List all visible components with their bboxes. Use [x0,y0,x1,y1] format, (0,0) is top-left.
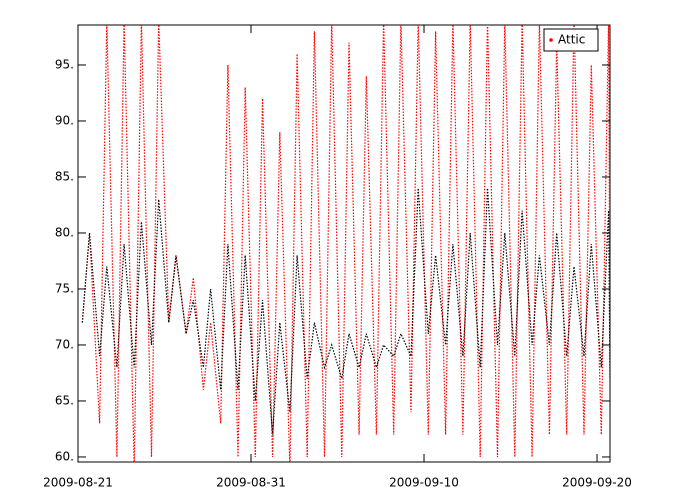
legend-marker [549,38,553,42]
y-tick-label: 90. [55,113,74,127]
x-tick-label: 2009-09-10 [389,476,459,490]
legend-box [543,28,599,52]
plot-area [77,24,611,463]
x-tick-label: 2009-08-31 [216,476,286,490]
y-tick-label: 65. [55,393,74,407]
y-tick-label: 70. [55,337,74,351]
y-tick-label: 95. [55,57,74,71]
y-tick-label: 80. [55,225,74,239]
plot-marks [81,25,610,462]
y-tick-label: 60. [55,449,74,463]
y-tick-label: 75. [55,281,74,295]
series-line [81,25,610,462]
series-line [81,188,610,435]
x-tick-label: 2009-08-21 [43,476,113,490]
x-tick-label: 2009-09-20 [562,476,632,490]
y-tick-label: 85. [55,169,74,183]
legend-label: Attic [558,33,585,47]
